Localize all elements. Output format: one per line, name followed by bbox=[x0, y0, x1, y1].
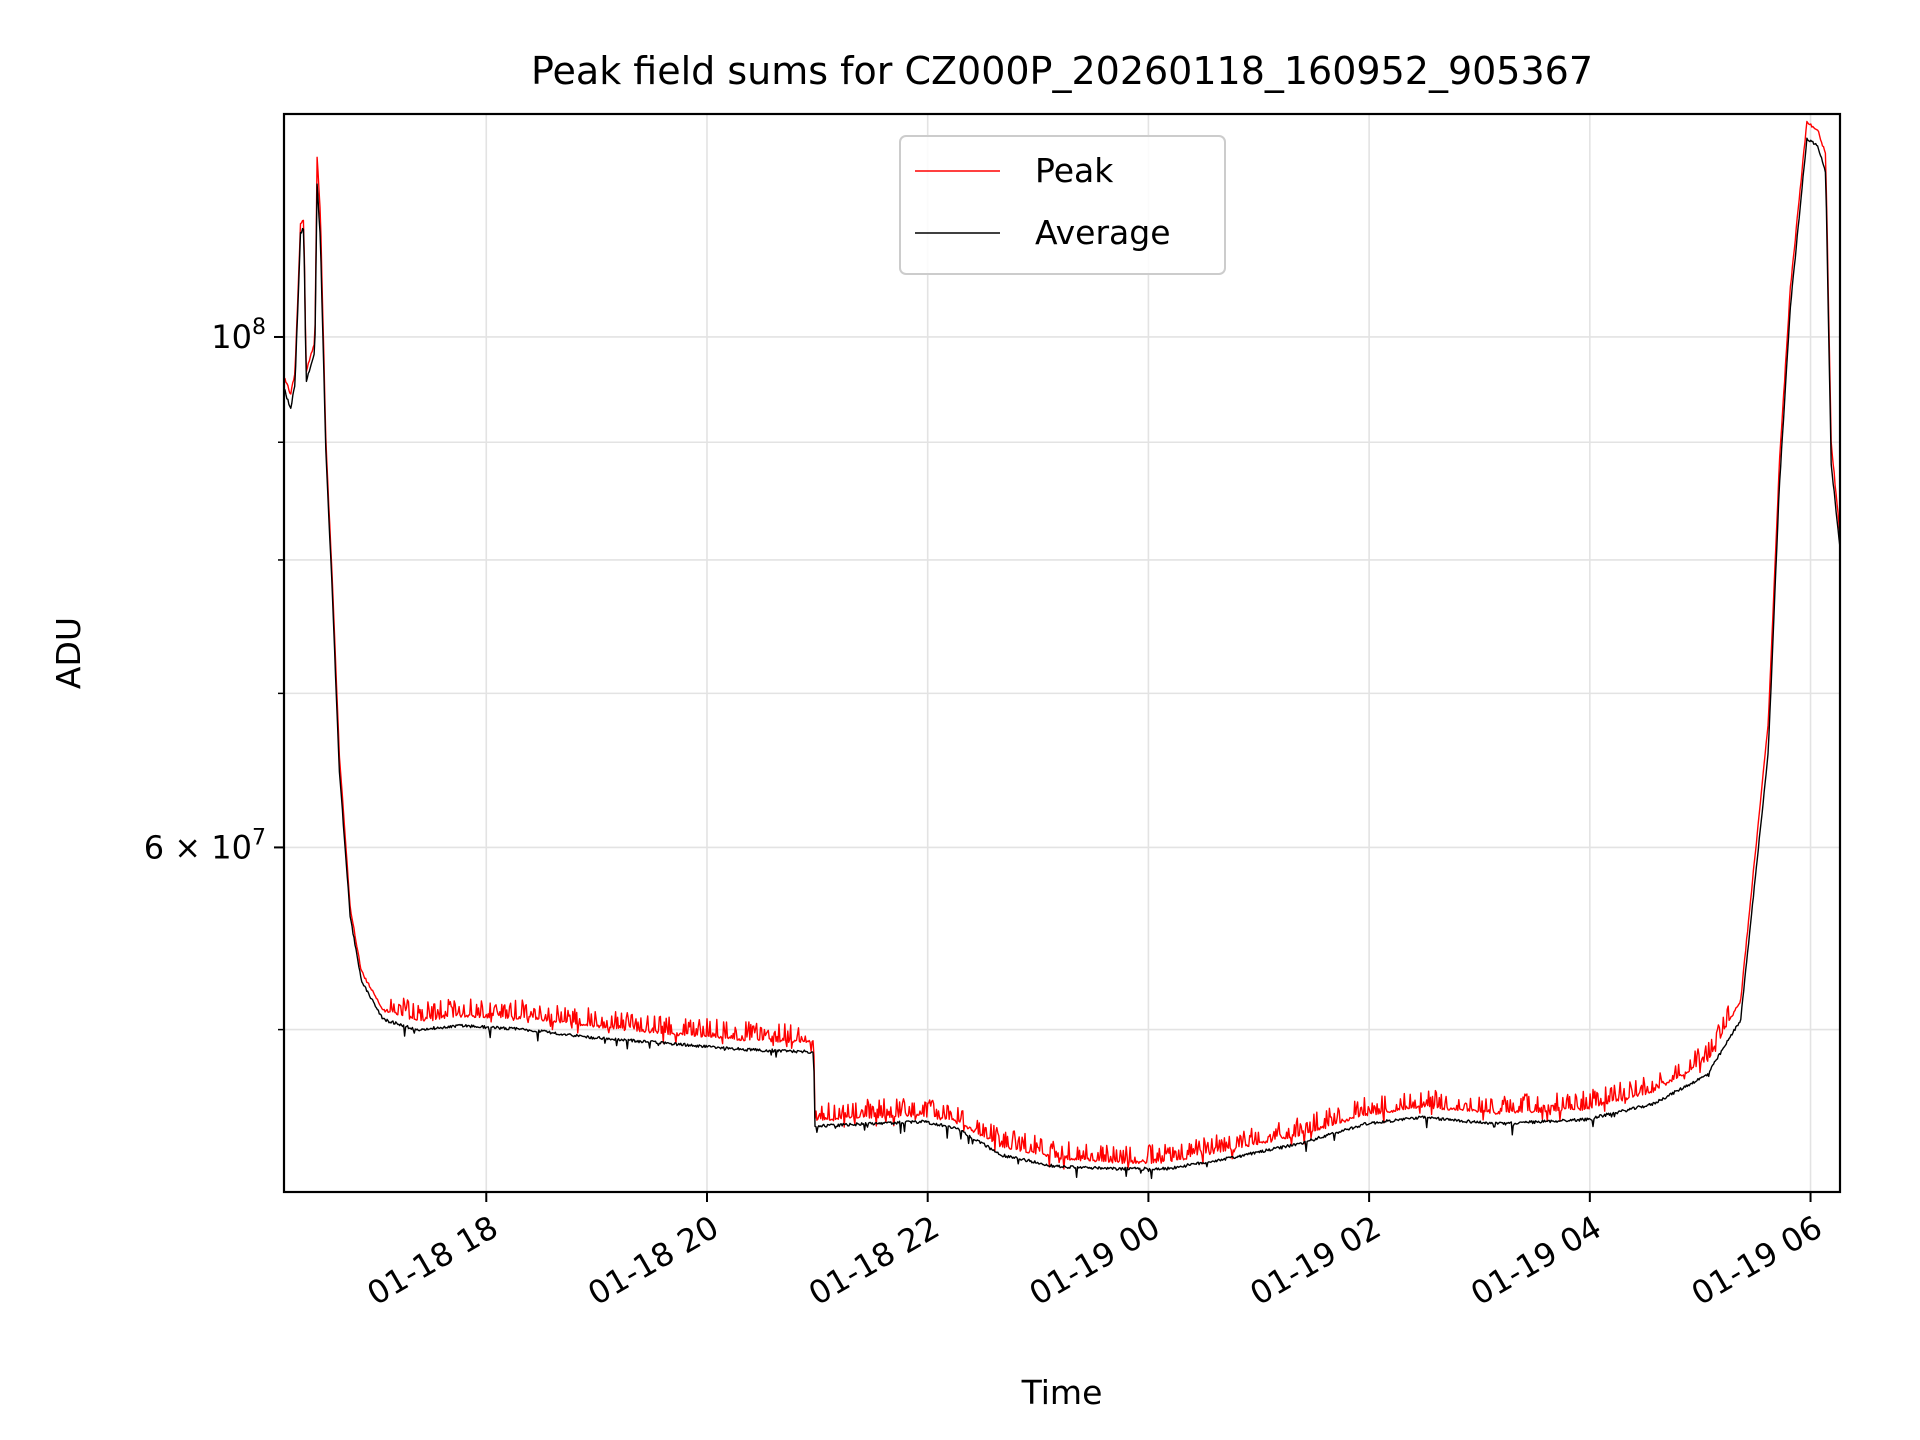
y-tick-label: 108 bbox=[211, 315, 266, 356]
legend-label-average: Average bbox=[1035, 213, 1171, 252]
y-axis-ticks: 108 6 × 107 bbox=[144, 315, 284, 1031]
y-tick-label: 6 × 107 bbox=[144, 825, 266, 866]
legend-label-peak: Peak bbox=[1035, 151, 1114, 190]
x-axis-label: Time bbox=[1021, 1373, 1103, 1412]
chart-title: Peak field sums for CZ000P_20260118_1609… bbox=[531, 49, 1593, 93]
grid bbox=[284, 114, 1840, 1192]
legend: Peak Average bbox=[899, 135, 1226, 275]
series-line-average bbox=[283, 137, 1841, 1180]
series-layer bbox=[283, 120, 1841, 1180]
series-line-peak bbox=[283, 120, 1841, 1170]
axes-frame bbox=[282, 112, 1842, 1194]
y-axis-label: ADU bbox=[49, 617, 88, 689]
